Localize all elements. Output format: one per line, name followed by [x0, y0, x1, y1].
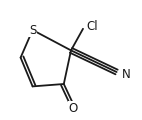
Text: O: O — [69, 102, 78, 114]
Text: S: S — [29, 24, 36, 36]
Text: Cl: Cl — [87, 20, 98, 33]
Text: N: N — [122, 68, 131, 81]
